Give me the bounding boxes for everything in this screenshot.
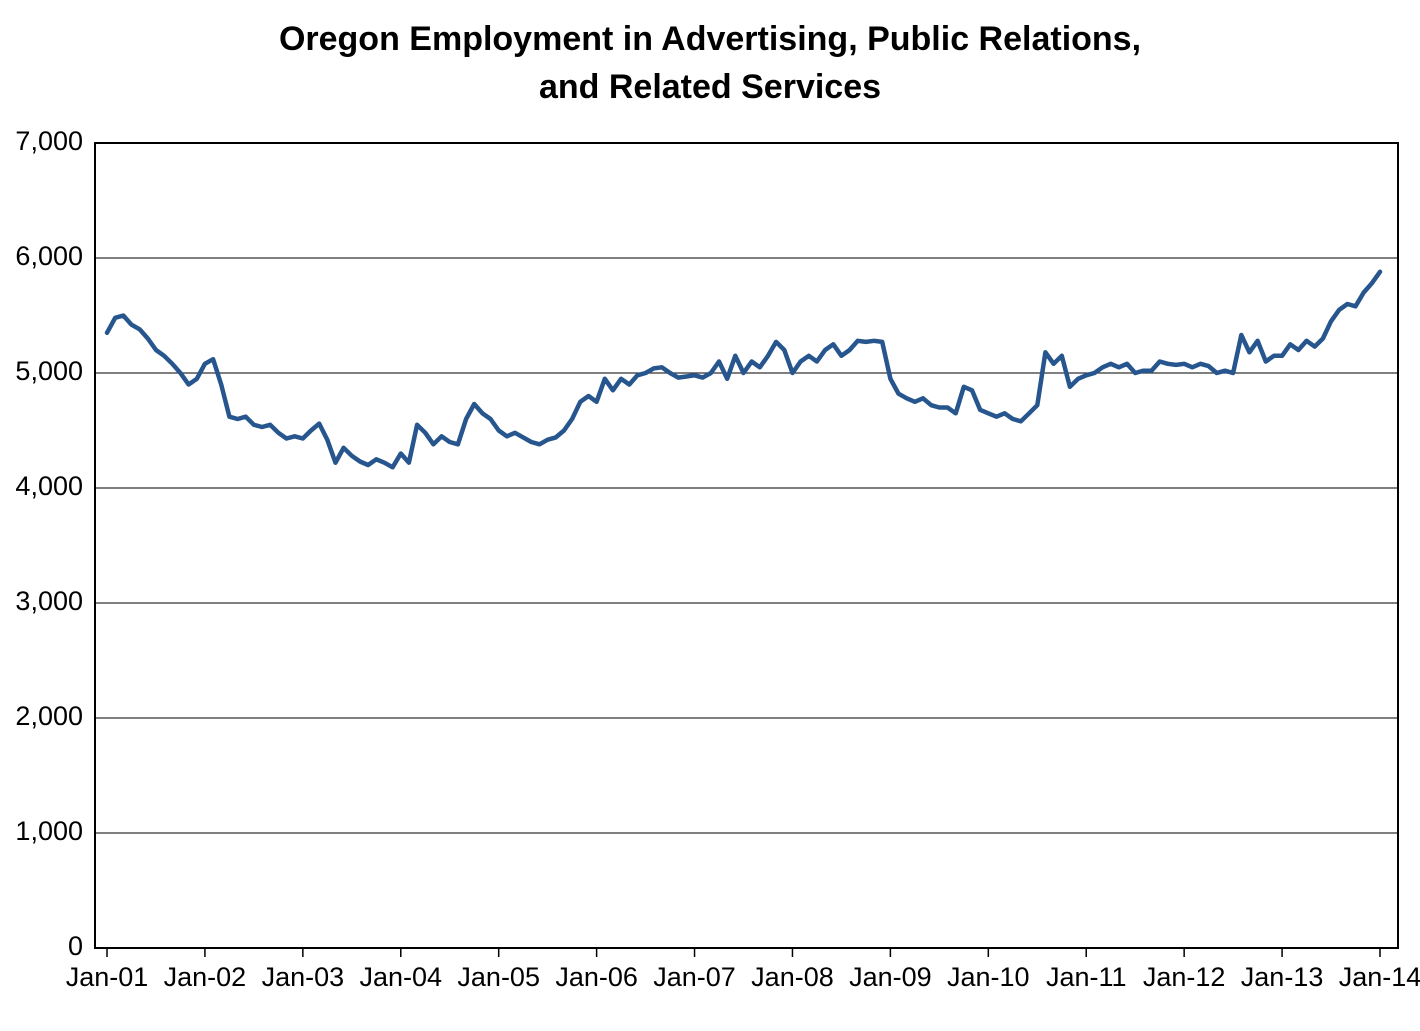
x-axis-label: Jan-11 xyxy=(1046,962,1127,992)
chart-title-line2: and Related Services xyxy=(538,67,882,106)
x-axis-label: Jan-04 xyxy=(359,962,442,992)
y-axis-label: 1,000 xyxy=(15,816,83,846)
y-axis-label: 2,000 xyxy=(15,701,83,731)
x-axis-label: Jan-03 xyxy=(262,962,345,992)
x-axis-label: Jan-09 xyxy=(849,962,932,992)
x-axis-label: Jan-01 xyxy=(66,962,149,992)
x-axis-label: Jan-07 xyxy=(653,962,736,992)
y-axis-label: 4,000 xyxy=(15,471,83,501)
x-axis-label: Jan-06 xyxy=(555,962,638,992)
chart-title-line1: Oregon Employment in Advertising, Public… xyxy=(278,20,1142,58)
x-axis-label: Jan-08 xyxy=(751,962,834,992)
y-axis-label: 6,000 xyxy=(15,241,83,271)
x-axis-label: Jan-02 xyxy=(164,962,247,992)
chart-title: Oregon Employment in Advertising, Public… xyxy=(0,16,1420,111)
employment-series-line xyxy=(104,269,1383,470)
x-axis-label: Jan-10 xyxy=(947,962,1030,992)
x-axis-label: Jan-05 xyxy=(457,962,540,992)
x-axis-label: Jan-13 xyxy=(1241,962,1324,992)
x-axis-label: Jan-12 xyxy=(1143,962,1226,992)
y-axis-label: 3,000 xyxy=(15,586,83,616)
y-axis-label: 7,000 xyxy=(15,126,83,156)
y-axis-label: 5,000 xyxy=(15,356,83,386)
plot-border xyxy=(94,142,1399,949)
y-axis-label: 0 xyxy=(68,931,83,961)
x-axis-label: Jan-14 xyxy=(1339,962,1420,992)
